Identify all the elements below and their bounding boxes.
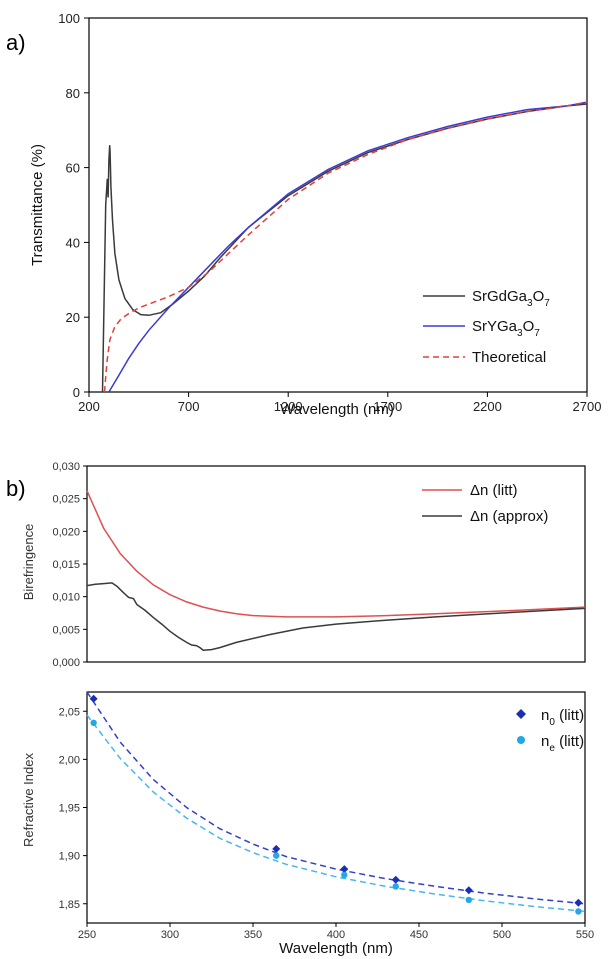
- data-point-n0-litt: [89, 694, 98, 703]
- data-point-n0-litt: [574, 898, 583, 907]
- panel-b-y-axis-label: Birefringence: [21, 524, 36, 601]
- panel-b2-plot-frame: [86, 691, 586, 924]
- x-tick-label: 300: [161, 929, 179, 941]
- series-line-n-approx: [86, 582, 586, 651]
- data-point-ne-litt: [273, 852, 280, 859]
- y-tick-label: 100: [58, 11, 80, 26]
- panel-b-label: b): [6, 476, 26, 501]
- y-tick-label: 2,00: [59, 754, 80, 766]
- panel-b2-axes: [86, 691, 586, 924]
- legend-label-srgdga3o7: SrGdGa3O7: [472, 288, 550, 309]
- legend-marker-n0: [516, 709, 526, 719]
- data-point-n0-litt: [272, 844, 281, 853]
- x-tick-label: 700: [178, 399, 200, 414]
- fit-curve-ne-litt: [86, 714, 586, 913]
- panel-b-legend: Δn (litt) Δn (approx): [422, 482, 548, 525]
- x-tick-label: 2200: [473, 399, 502, 414]
- series-line-theoretical: [103, 101, 588, 393]
- panel-b2-x-ticks: 250 300 350 400 450 500 550: [78, 923, 594, 941]
- y-tick-label: 0,015: [52, 559, 80, 571]
- x-tick-label: 400: [327, 929, 345, 941]
- y-tick-label: 1,95: [59, 803, 80, 815]
- legend-label-dn-approx: Δn (approx): [470, 508, 548, 525]
- data-point-n0-litt: [391, 875, 400, 884]
- panel-a-y-ticks: 0 20 40 60 80 100: [58, 11, 89, 400]
- panel-b2-x-axis-label: Wavelength (nm): [279, 940, 393, 957]
- x-tick-label: 1700: [373, 399, 402, 414]
- x-tick-label: 350: [244, 929, 262, 941]
- panel-b2-data-points: [89, 694, 583, 915]
- data-point-n0-litt: [464, 886, 473, 895]
- panel-b-birefringence-chart: b) 0,000 0,005 0,010 0,015 0,020 0,025 0,030 B…: [6, 461, 586, 669]
- legend-label-dn-litt: Δn (litt): [470, 482, 518, 499]
- series-line-sryga3o7: [108, 101, 588, 393]
- data-point-ne-litt: [90, 719, 97, 726]
- x-tick-label: 500: [493, 929, 511, 941]
- fit-curve-n0-litt: [86, 691, 586, 905]
- y-tick-label: 2,05: [59, 706, 80, 718]
- legend-label-srygа3o7: SrYGa3O7: [472, 318, 540, 339]
- y-tick-label: 40: [66, 235, 80, 250]
- x-tick-label: 1200: [274, 399, 303, 414]
- panel-a-transmittance-chart: a) 200 700 1200 1700 2200 2700 0 20 40 60 80 100 W…: [6, 11, 601, 418]
- panel-b2-y-ticks: 1,85 1,90 1,95 2,00 2,05: [59, 706, 87, 911]
- panel-a-x-axis-label: Wavelength (nm): [280, 401, 394, 418]
- y-tick-label: 1,90: [59, 851, 80, 863]
- panel-b-series: [86, 490, 586, 651]
- x-tick-label: 200: [78, 399, 100, 414]
- y-tick-label: 0,020: [52, 526, 80, 538]
- legend-marker-ne: [517, 736, 525, 744]
- legend-label-theoretical: Theoretical: [472, 349, 546, 366]
- y-tick-label: 0,030: [52, 461, 80, 473]
- panel-b2-y-axis-label: Refractive Index: [21, 753, 36, 847]
- x-tick-label: 550: [576, 929, 594, 941]
- panel-a-label: a): [6, 30, 26, 55]
- x-tick-label: 450: [410, 929, 428, 941]
- y-tick-label: 0,010: [52, 592, 80, 604]
- panel-b-y-ticks: 0,000 0,005 0,010 0,015 0,020 0,025 0,030: [52, 461, 87, 669]
- data-point-ne-litt: [465, 896, 472, 904]
- data-point-ne-litt: [341, 871, 348, 879]
- legend-label-n0: n0 (litt): [541, 707, 584, 728]
- y-tick-label: 20: [66, 310, 80, 325]
- panel-a-legend: SrGdGa3O7 SrYGa3O7 Theoretical: [423, 288, 550, 366]
- panel-a-series: [101, 101, 588, 393]
- y-tick-label: 0,000: [52, 657, 80, 669]
- x-tick-label: 2700: [573, 399, 602, 414]
- panel-a-x-ticks: 200 700 1200 1700 2200 2700: [78, 392, 601, 414]
- panel-a-y-axis-label: Transmittance (%): [29, 144, 46, 266]
- data-point-ne-litt: [392, 883, 399, 890]
- y-tick-label: 0: [73, 385, 80, 400]
- panel-a-axes: [88, 17, 588, 393]
- y-tick-label: 0,025: [52, 494, 80, 506]
- y-tick-label: 1,85: [59, 899, 80, 911]
- y-tick-label: 0,005: [52, 624, 80, 636]
- data-point-n0-litt: [340, 865, 349, 874]
- panel-b-refractive-index-chart: 250 300 350 400 450 500 550 1,85 1,90 1,95 2,00 2,…: [21, 691, 594, 957]
- panel-b2-fit-curves: [86, 691, 586, 913]
- y-tick-label: 80: [66, 86, 80, 101]
- panel-b2-legend: n0 (litt) ne (litt): [516, 707, 584, 754]
- y-tick-label: 60: [66, 161, 80, 176]
- series-line-srgdga3o7: [101, 103, 588, 393]
- data-point-ne-litt: [575, 908, 582, 915]
- panel-a-plot-frame: [88, 17, 588, 393]
- x-tick-label: 250: [78, 929, 96, 941]
- series-line-n-litt: [86, 490, 586, 618]
- legend-label-ne: ne (litt): [541, 733, 584, 754]
